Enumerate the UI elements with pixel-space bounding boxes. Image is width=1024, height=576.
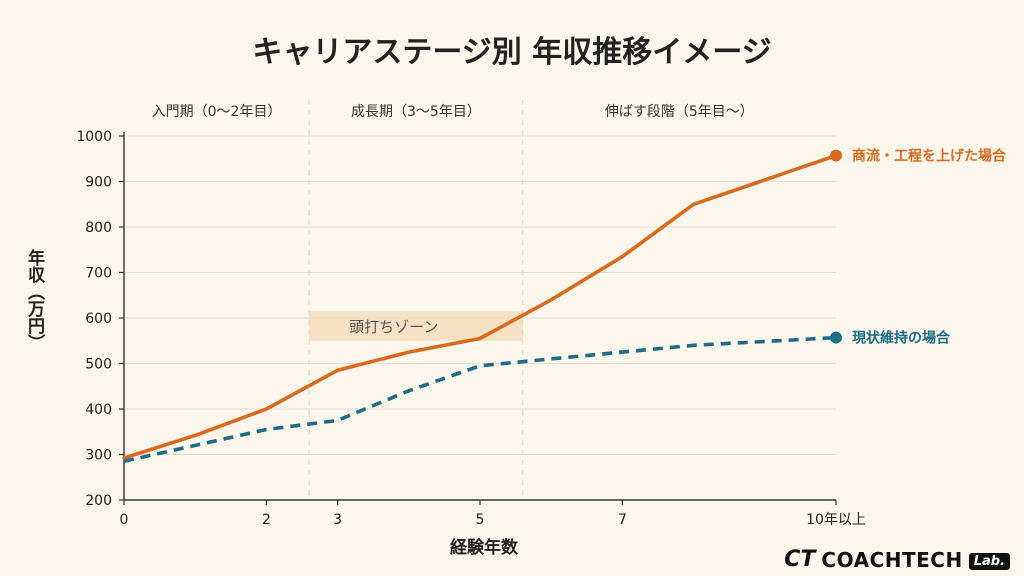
- x-tick-label: 3: [333, 512, 342, 528]
- series-label-0: 商流・工程を上げた場合: [852, 148, 1007, 165]
- chart-title: キャリアステージ別 年収推移イメージ: [252, 35, 771, 70]
- brand-mark: CT: [784, 547, 816, 572]
- grid-layer: [124, 135, 836, 455]
- stage-label: 伸ばす段階（5年目〜）: [605, 104, 754, 120]
- brand-lab-badge: Lab.: [968, 553, 1010, 570]
- series-line-1: [123, 335, 837, 464]
- x-tick-label: 0: [120, 512, 129, 528]
- stage-label: 成長期（3〜5年目）: [351, 104, 481, 120]
- x-tick-label: 10年以上: [806, 512, 866, 528]
- y-tick-label: 700: [85, 266, 112, 282]
- plateau-zone-layer: 頭打ちゾーン: [309, 311, 523, 341]
- y-tick-label: 300: [85, 448, 112, 464]
- stage-label: 入門期（0〜2年目）: [152, 104, 282, 120]
- brand-name: COACHTECH: [821, 547, 963, 572]
- y-tick-label: 600: [85, 311, 112, 327]
- y-tick-label: 400: [85, 402, 112, 418]
- brand-logo: CT COACHTECH Lab.: [784, 547, 1010, 572]
- series-label-1: 現状維持の場合: [852, 330, 951, 347]
- plateau-zone-label: 頭打ちゾーン: [349, 318, 438, 336]
- x-tick-label: 7: [618, 512, 627, 528]
- series-endpoint-0: [830, 149, 842, 162]
- x-axis-label: 経験年数: [450, 537, 519, 558]
- y-tick-label: 1000: [76, 129, 112, 145]
- series-endpoint-1: [830, 331, 842, 344]
- y-tick-label: 200: [85, 493, 112, 509]
- x-tick-label: 2: [262, 512, 271, 528]
- y-tick-label: 500: [85, 357, 112, 373]
- series-line-0: [122, 153, 838, 460]
- y-tick-label: 900: [85, 175, 112, 191]
- y-tick-label: 800: [85, 220, 112, 236]
- axes-layer: 200 300 400 500 600 700 800 900 1000 0 2 3 5 7 10年以上: [76, 129, 866, 528]
- y-axis-label: 年収（万円）: [24, 248, 46, 351]
- x-tick-label: 5: [476, 512, 485, 528]
- series-layer: [122, 149, 842, 464]
- stage-layer: 入門期（0〜2年目） 成長期（3〜5年目） 伸ばす段階（5年目〜）: [152, 100, 754, 500]
